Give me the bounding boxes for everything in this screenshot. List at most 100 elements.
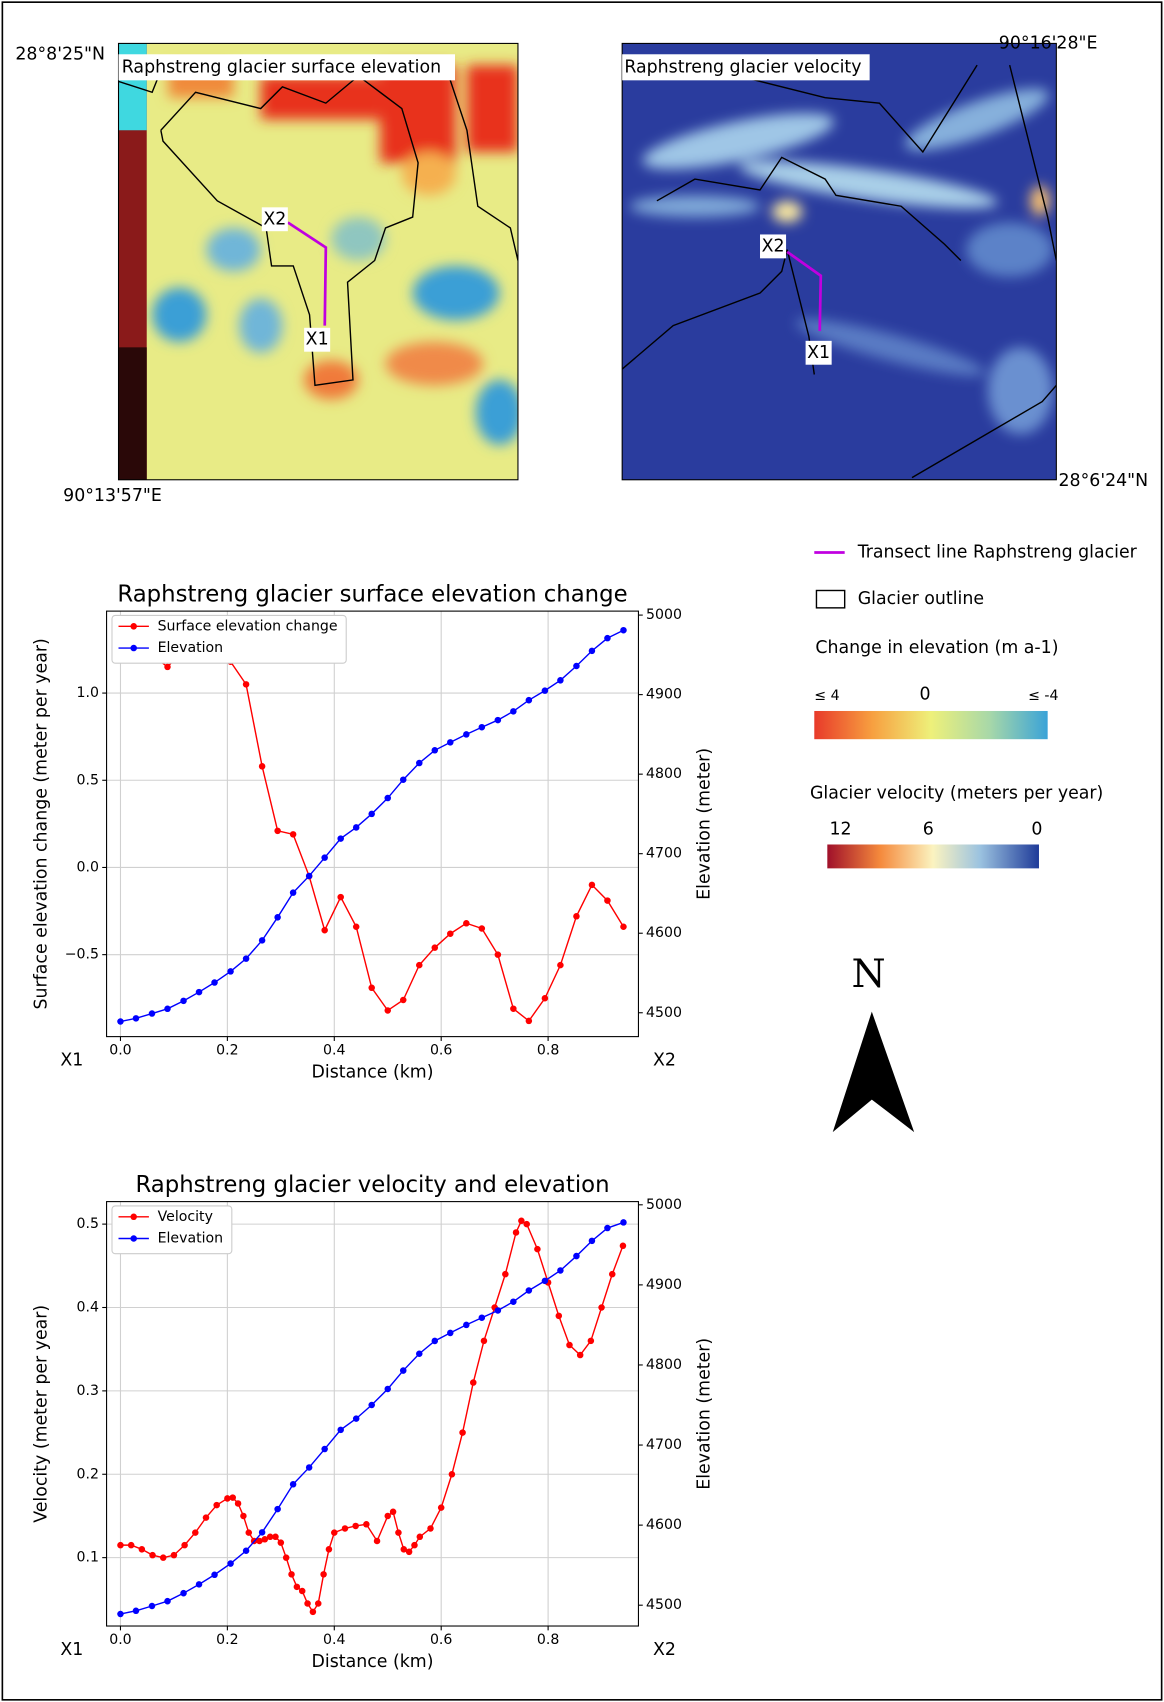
- elevation-colorbar: [814, 710, 1048, 740]
- data-point: [557, 961, 564, 969]
- x-tick-label: 0.4: [323, 1632, 345, 1648]
- data-point: [149, 1551, 156, 1559]
- map-frame: [117, 42, 519, 481]
- data-point: [258, 1529, 266, 1536]
- data-point: [266, 1533, 274, 1541]
- legend-swatch: [130, 1213, 137, 1221]
- colorbar-label: ≤ -4: [1028, 688, 1058, 704]
- legend: Surface elevation change Elevation: [111, 614, 347, 664]
- data-point: [352, 923, 360, 931]
- data-point: [234, 1500, 242, 1507]
- y2-tick-label: 4600: [646, 1517, 682, 1533]
- data-point: [117, 1610, 124, 1618]
- data-point: [321, 926, 328, 934]
- y2-tick-label: 4900: [646, 1277, 682, 1293]
- data-point: [117, 1018, 124, 1025]
- map-title: Raphstreng glacier velocity: [624, 57, 861, 77]
- end-label: X2: [653, 1050, 676, 1070]
- colorbar-title: Glacier velocity (meters per year): [810, 783, 1103, 803]
- data-point: [416, 961, 423, 969]
- data-point: [242, 1547, 250, 1555]
- x-tick-label: 0.6: [430, 1632, 452, 1648]
- coordinate-label: 90°16'28"E: [999, 33, 1098, 53]
- data-point: [305, 1464, 313, 1471]
- data-point: [494, 951, 502, 958]
- colorbar-label: 12: [829, 819, 851, 839]
- data-point: [127, 1541, 135, 1549]
- data-point: [321, 1445, 328, 1453]
- data-point: [416, 759, 423, 767]
- data-point: [502, 1270, 509, 1278]
- data-point: [211, 979, 218, 986]
- data-point: [494, 1307, 502, 1314]
- map-title-box: [622, 54, 870, 81]
- y2-axis-label: Elevation (meter): [695, 1338, 715, 1490]
- colorbar-label: 0: [919, 685, 930, 705]
- data-point: [180, 1589, 187, 1597]
- data-point: [437, 1504, 445, 1511]
- data-point: [274, 1505, 281, 1513]
- data-point: [304, 1600, 311, 1607]
- data-point: [261, 1536, 269, 1543]
- data-point: [384, 1007, 391, 1014]
- data-point: [352, 824, 360, 831]
- data-point: [399, 996, 407, 1004]
- data-point: [384, 1512, 391, 1520]
- data-point: [245, 1529, 253, 1536]
- data-point: [541, 1277, 549, 1285]
- data-point: [368, 984, 375, 992]
- data-point: [138, 1546, 146, 1553]
- legend: Velocity Elevation: [111, 1205, 233, 1255]
- legend-box: [111, 614, 347, 664]
- data-point: [557, 677, 564, 684]
- data-point: [431, 747, 439, 754]
- y2-tick-label: 5000: [646, 1197, 682, 1213]
- data-point: [309, 1608, 317, 1616]
- data-point: [170, 1551, 178, 1559]
- data-point: [620, 626, 627, 634]
- data-point: [159, 1554, 167, 1561]
- legend-text: Surface elevation change: [158, 618, 338, 634]
- data-point: [202, 1514, 210, 1521]
- data-point: [541, 687, 549, 694]
- x-tick-label: 0.2: [216, 1632, 238, 1648]
- data-point: [258, 763, 266, 770]
- data-point: [463, 920, 470, 927]
- data-point: [352, 1415, 360, 1422]
- data-point: [395, 1529, 402, 1536]
- y-tick-label: 0.5: [77, 772, 99, 788]
- data-point: [384, 1385, 391, 1393]
- data-point: [518, 1217, 525, 1225]
- data-point: [588, 647, 596, 655]
- data-point: [164, 663, 171, 671]
- x-tick-label: 0.8: [537, 1043, 559, 1059]
- outline-swatch: [815, 589, 846, 609]
- y2-tick-label: 4900: [646, 687, 682, 703]
- legend-swatch: [130, 623, 137, 630]
- data-point: [314, 1600, 322, 1607]
- coordinate-label: 28°8'25"N: [15, 44, 105, 64]
- data-point: [363, 1521, 370, 1528]
- legend-text: Transect line Raphstreng glacier: [857, 542, 1138, 562]
- data-point: [405, 1548, 413, 1556]
- data-point: [132, 1607, 140, 1615]
- data-point: [447, 739, 454, 746]
- data-point: [195, 1581, 203, 1588]
- data-point: [242, 955, 250, 962]
- x-tick-label: 0.0: [109, 1632, 131, 1648]
- map-title: Raphstreng glacier surface elevation: [122, 57, 441, 77]
- y-tick-label: 0.3: [77, 1383, 99, 1399]
- legend-swatch: [130, 1235, 137, 1242]
- data-point: [573, 1252, 580, 1260]
- data-point: [373, 1537, 381, 1545]
- data-point: [604, 634, 611, 642]
- x-tick-label: 0.4: [323, 1043, 345, 1059]
- data-point: [411, 1541, 418, 1549]
- data-point: [192, 1529, 199, 1536]
- y2-tick-label: 4800: [646, 766, 682, 782]
- data-point: [510, 1005, 517, 1012]
- data-point: [448, 1471, 456, 1478]
- legend-text: Glacier outline: [858, 589, 984, 609]
